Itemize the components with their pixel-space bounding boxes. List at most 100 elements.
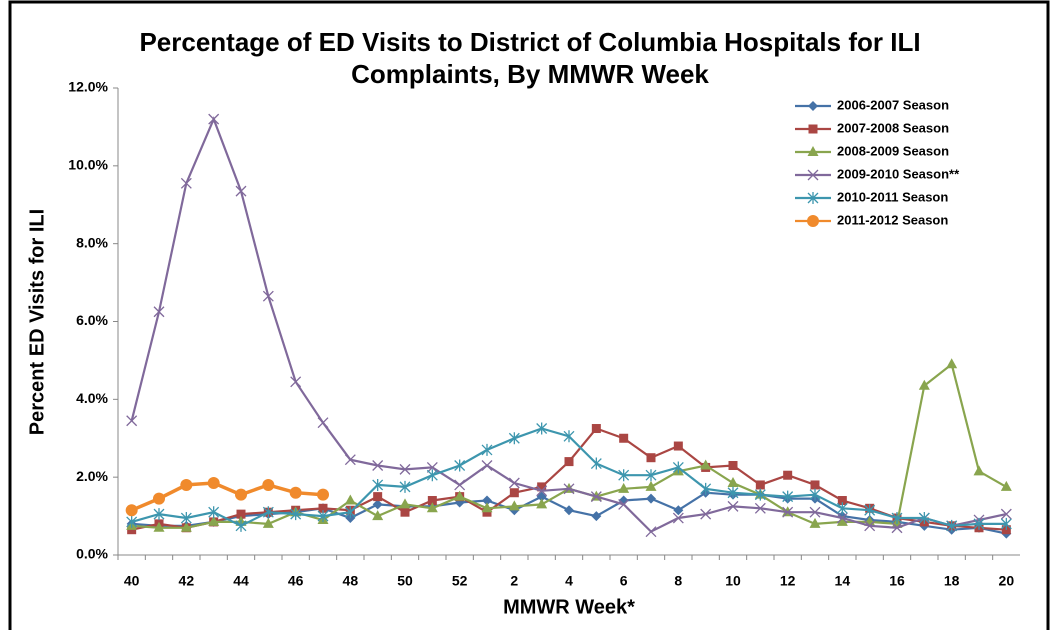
point	[454, 479, 466, 491]
point	[754, 502, 766, 514]
point	[180, 177, 192, 189]
point	[399, 463, 411, 475]
point	[727, 477, 739, 488]
x-tick-label: 14	[835, 573, 851, 589]
point	[508, 500, 520, 511]
y-tick-label: 0.0%	[76, 546, 108, 562]
point	[372, 460, 384, 471]
x-tick-label: 2	[510, 573, 518, 589]
point	[1000, 480, 1012, 491]
point	[318, 503, 328, 513]
legend-label: 2006-2007 Season	[837, 97, 949, 112]
point	[727, 500, 739, 512]
point	[973, 465, 985, 476]
y-tick-label: 6.0%	[76, 312, 108, 328]
point	[427, 496, 437, 506]
point	[755, 480, 765, 490]
point	[317, 488, 329, 501]
point	[973, 517, 985, 530]
x-tick-label: 12	[780, 573, 796, 589]
point	[536, 422, 548, 435]
point	[400, 507, 410, 517]
point	[946, 519, 958, 532]
x-tick-label: 16	[889, 573, 905, 589]
y-tick-label: 12.0%	[68, 79, 108, 95]
point	[180, 521, 192, 532]
point	[125, 504, 138, 517]
x-tick-label: 8	[674, 573, 682, 589]
point	[482, 495, 492, 506]
legend-marker	[807, 192, 819, 204]
point	[262, 290, 274, 302]
x-tick-label: 18	[944, 573, 960, 589]
point	[537, 482, 547, 492]
point	[208, 113, 220, 125]
x-tick-label: 48	[343, 573, 359, 589]
point	[563, 430, 575, 443]
chart-title: Percentage of ED Visits to District of C…	[139, 27, 921, 89]
point	[591, 424, 601, 434]
point	[536, 485, 548, 497]
point	[918, 379, 930, 390]
point	[454, 490, 466, 501]
point	[262, 478, 275, 491]
point	[809, 517, 821, 528]
legend-marker	[808, 101, 818, 111]
point	[618, 482, 630, 493]
point	[645, 469, 657, 482]
point	[344, 506, 356, 519]
point	[153, 492, 165, 505]
point	[481, 460, 493, 471]
x-tick-label: 44	[233, 573, 249, 589]
point	[235, 488, 247, 501]
point	[290, 376, 302, 388]
point	[809, 488, 821, 501]
point	[262, 517, 274, 528]
point	[837, 496, 847, 506]
point	[1000, 508, 1012, 520]
point	[672, 461, 684, 474]
point	[454, 459, 466, 472]
point	[891, 522, 903, 534]
point	[126, 515, 138, 528]
legend-label: 2008-2009 Season	[837, 143, 949, 158]
x-tick-label: 4	[565, 573, 573, 589]
point	[810, 480, 820, 490]
point	[946, 358, 958, 369]
point	[153, 508, 165, 521]
point	[372, 478, 384, 491]
x-tick-label: 20	[999, 573, 1015, 589]
point	[509, 488, 519, 498]
point	[700, 482, 712, 495]
x-tick-label: 40	[124, 573, 140, 589]
y-tick-label: 10.0%	[68, 157, 108, 173]
point	[126, 415, 138, 427]
series-line	[131, 362, 1007, 529]
point	[564, 457, 574, 467]
point	[180, 478, 193, 491]
point	[262, 506, 274, 519]
legend-marker	[807, 215, 819, 227]
point	[783, 470, 793, 480]
point	[619, 433, 629, 443]
point	[180, 512, 192, 525]
x-tick-label: 52	[452, 573, 468, 589]
point	[536, 498, 548, 509]
point	[508, 477, 520, 489]
point	[317, 510, 329, 523]
point	[481, 502, 493, 513]
point	[208, 506, 220, 519]
point	[891, 512, 903, 525]
y-axis-title: Percent ED Visits for ILI	[26, 209, 48, 435]
point	[645, 480, 657, 491]
point	[672, 512, 684, 524]
point	[618, 498, 630, 510]
legend-marker	[807, 146, 819, 156]
point	[344, 494, 356, 505]
point	[590, 491, 602, 503]
point	[728, 460, 738, 470]
point	[836, 502, 848, 515]
point	[153, 521, 165, 532]
point	[754, 488, 766, 501]
